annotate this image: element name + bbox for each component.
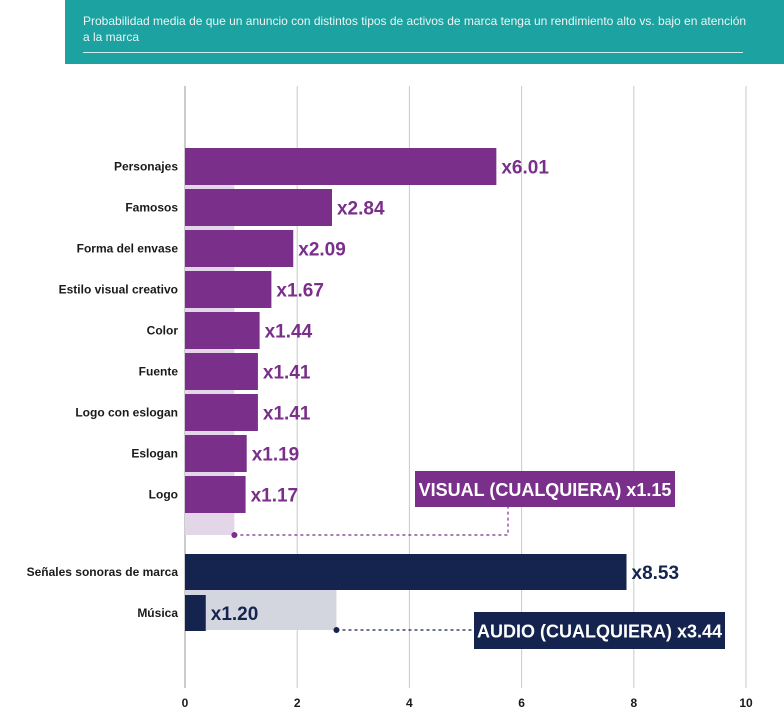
category-label-forma-del-envase: Forma del envase (77, 242, 179, 256)
category-label-musica: Música (137, 606, 178, 620)
chart-subtitle: Probabilidad media de que un anuncio con… (83, 14, 747, 44)
category-label-personajes: Personajes (114, 160, 178, 174)
visual-overall-callout (415, 471, 675, 507)
value-label-senales-sonoras-de-marca: x8.53 (632, 563, 680, 584)
category-label-eslogan: Eslogan (131, 447, 178, 461)
x-tick-label: 8 (630, 696, 637, 710)
category-label-famosos: Famosos (125, 201, 178, 215)
bar-senales-sonoras-de-marca (185, 554, 627, 590)
visual-overall-label: VISUAL (CUALQUIERA) x1.15 (419, 480, 672, 500)
bar-fuente (185, 353, 258, 390)
bar-logo-con-eslogan (185, 394, 258, 431)
category-label-estilo-visual-creativo: Estilo visual creativo (59, 283, 178, 297)
category-label-senales-sonoras-de-marca: Señales sonoras de marca (27, 565, 179, 579)
header-divider (83, 52, 743, 53)
value-label-forma-del-envase: x2.09 (298, 240, 346, 261)
category-label-color: Color (147, 324, 179, 338)
bar-logo (185, 476, 246, 513)
value-label-eslogan: x1.19 (252, 445, 300, 466)
bar-estilo-visual-creativo (185, 271, 272, 308)
value-label-color: x1.44 (265, 322, 313, 343)
x-tick-label: 4 (406, 696, 413, 710)
category-label-logo-con-eslogan: Logo con eslogan (75, 406, 178, 420)
visual-overall-connector (234, 507, 509, 536)
bar-musica (185, 595, 206, 631)
bar-eslogan (185, 435, 247, 472)
x-tick-label: 6 (518, 696, 525, 710)
value-label-estilo-visual-creativo: x1.67 (276, 281, 324, 302)
audio-overall-callout (474, 612, 725, 649)
category-label-logo: Logo (149, 488, 178, 502)
value-label-fuente: x1.41 (263, 363, 311, 384)
value-label-logo-con-eslogan: x1.41 (263, 404, 311, 425)
value-label-famosos: x2.84 (337, 199, 385, 220)
bar-color (185, 312, 260, 349)
bar-forma-del-envase (185, 230, 294, 267)
header-banner: Probabilidad media de que un anuncio con… (65, 0, 784, 64)
x-tick-label: 10 (739, 696, 753, 710)
bar-personajes (185, 148, 497, 185)
category-label-fuente: Fuente (139, 365, 179, 379)
audio-overall-label: AUDIO (CUALQUIERA) x3.44 (477, 622, 722, 642)
value-label-personajes: x6.01 (501, 158, 549, 179)
bar-famosos (185, 189, 332, 226)
value-label-logo: x1.17 (251, 486, 299, 507)
value-label-musica: x1.20 (211, 604, 259, 625)
x-tick-label: 0 (182, 696, 189, 710)
x-tick-label: 2 (294, 696, 301, 710)
